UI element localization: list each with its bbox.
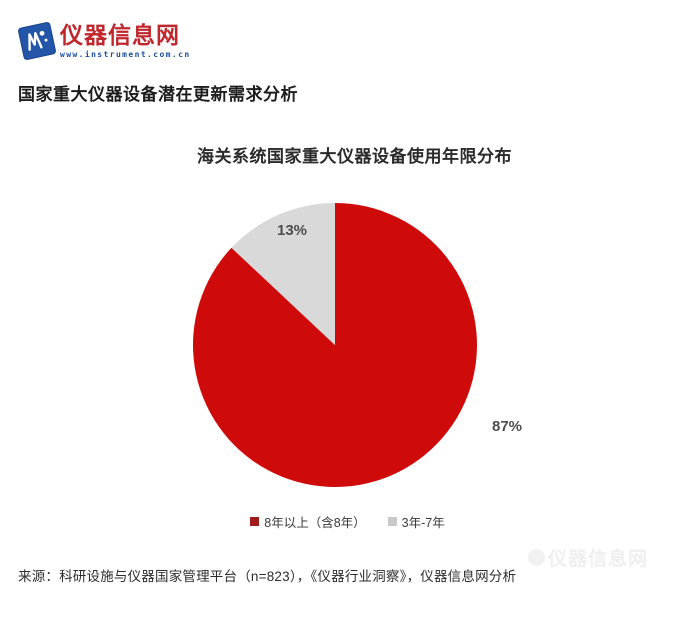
watermark-badge-icon	[528, 549, 545, 566]
pie-slice-label-major: 87%	[492, 418, 522, 435]
chart-legend: 8年以上（含8年） 3年-7年	[0, 512, 679, 531]
legend-item-3-to-7-years[interactable]: 3年-7年	[387, 512, 445, 531]
instrument-net-logo-icon	[18, 22, 56, 60]
pie-slice-label-minor: 13%	[277, 222, 307, 239]
logo-text-block: 仪器信息网 www.instrument.com.cn	[60, 22, 191, 60]
legend-label: 8年以上（含8年）	[264, 516, 366, 530]
logo-url: www.instrument.com.cn	[60, 50, 191, 59]
legend-swatch-icon	[250, 517, 260, 526]
logo-wordmark: 仪器信息网	[60, 23, 180, 49]
chart-title: 海关系统国家重大仪器设备使用年限分布	[197, 147, 512, 166]
legend-swatch-icon	[387, 517, 397, 526]
pie-slice[interactable]	[231, 203, 335, 345]
site-logo[interactable]: 仪器信息网 www.instrument.com.cn	[18, 22, 191, 66]
watermark: 仪器信息网	[528, 544, 648, 571]
pie-chart-svg: 87% 13%	[192, 203, 522, 487]
watermark-text: 仪器信息网	[548, 549, 649, 570]
pie-slices	[192, 203, 477, 487]
legend-label: 3年-7年	[401, 516, 445, 530]
page-title: 国家重大仪器设备潜在更新需求分析	[18, 85, 298, 104]
legend-item-8-years-plus[interactable]: 8年以上（含8年）	[250, 512, 366, 531]
source-note: 来源：科研设施与仪器国家管理平台（n=823），《仪器行业洞察》，仪器信息网分析	[18, 569, 517, 584]
pie-chart: 87% 13%	[0, 185, 679, 505]
